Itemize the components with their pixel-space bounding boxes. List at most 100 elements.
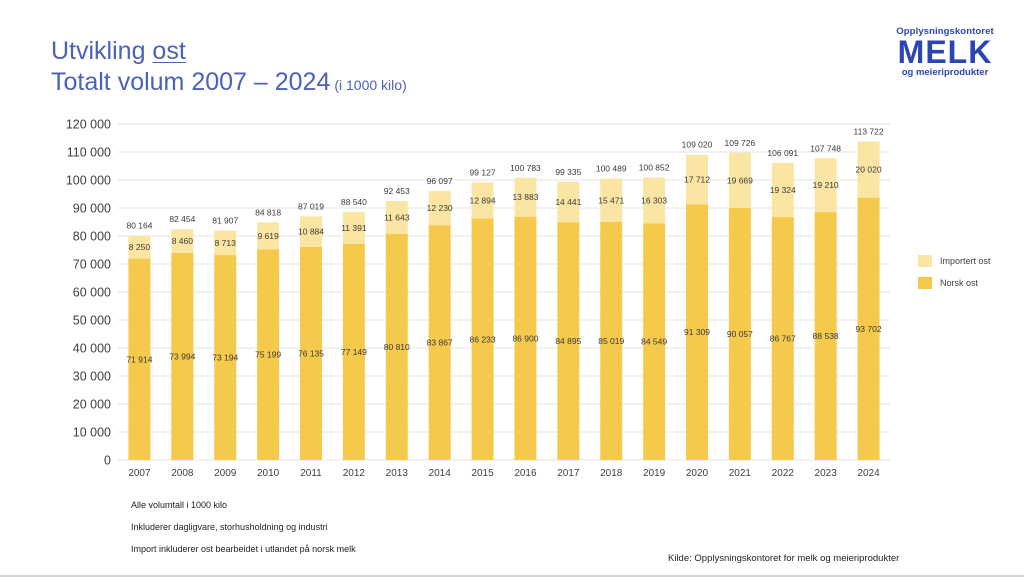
legend-swatch-norsk — [918, 277, 932, 289]
data-label-norsk: 73 194 — [212, 353, 238, 363]
data-label-norsk: 75 199 — [255, 350, 281, 360]
legend-label-importert: Importert ost — [940, 256, 991, 266]
bar-importert-ost — [257, 222, 280, 250]
y-tick-label: 50 000 — [73, 314, 111, 328]
data-label-total: 109 020 — [682, 140, 713, 150]
data-label-total: 107 748 — [810, 143, 841, 153]
logo-top-text: Opplysningskontoret — [896, 26, 994, 37]
data-label-total: 109 726 — [725, 138, 756, 148]
x-tick-label: 2024 — [857, 468, 880, 479]
data-label-norsk: 80 810 — [384, 342, 410, 352]
y-tick-label: 60 000 — [73, 286, 111, 300]
bar-importert-ost — [728, 152, 751, 208]
legend-label-norsk: Norsk ost — [940, 278, 979, 288]
data-label-total: 100 489 — [596, 164, 627, 174]
x-tick-label: 2014 — [429, 468, 452, 479]
footnotes: Alle volumtall i 1000 kilo Inkluderer da… — [131, 494, 356, 560]
footnote-1: Alle volumtall i 1000 kilo — [131, 500, 228, 510]
data-label-importert: 13 883 — [512, 192, 538, 202]
x-tick-label: 2016 — [514, 468, 537, 479]
bar-importert-ost — [643, 177, 666, 224]
bar-norsk-ost — [600, 221, 623, 460]
data-label-importert: 12 894 — [470, 195, 496, 205]
footnote-3: Import inkluderer ost bearbeidet i utlan… — [131, 544, 356, 554]
x-tick-label: 2008 — [171, 468, 194, 479]
data-label-importert: 19 210 — [813, 180, 839, 190]
data-label-total: 99 335 — [555, 167, 581, 177]
data-label-total: 81 907 — [212, 216, 238, 226]
data-label-importert: 9 619 — [257, 231, 279, 241]
data-label-importert: 14 441 — [555, 197, 581, 207]
data-label-total: 96 097 — [427, 176, 453, 186]
bar-importert-ost — [171, 229, 194, 253]
data-label-norsk: 93 702 — [856, 324, 882, 334]
data-label-norsk: 85 019 — [598, 336, 624, 346]
data-label-total: 100 783 — [510, 163, 541, 173]
y-tick-label: 90 000 — [73, 202, 111, 216]
y-tick-label: 120 000 — [66, 118, 111, 132]
bar-importert-ost — [771, 162, 794, 218]
data-label-norsk: 91 309 — [684, 327, 710, 337]
y-tick-label: 20 000 — [73, 398, 111, 412]
bar-importert-ost — [857, 141, 880, 198]
x-tick-label: 2021 — [729, 468, 752, 479]
title-prefix: Utvikling — [51, 37, 153, 65]
data-label-total: 84 818 — [255, 208, 281, 218]
title-line-2: Totalt volum 2007 – 2024 (i 1000 kilo) — [51, 67, 407, 101]
page-title: Utvikling ost Totalt volum 2007 – 2024 (i… — [51, 36, 407, 101]
x-tick-label: 2020 — [686, 468, 709, 479]
bar-importert-ost — [557, 181, 580, 223]
y-tick-label: 40 000 — [73, 342, 111, 356]
data-label-norsk: 84 895 — [555, 336, 581, 346]
x-tick-label: 2007 — [128, 468, 151, 479]
x-tick-label: 2015 — [471, 468, 494, 479]
data-label-total: 100 852 — [639, 163, 670, 173]
bar-norsk-ost — [857, 197, 880, 460]
title-line-1: Utvikling ost — [51, 36, 407, 67]
logo: Opplysningskontoret MELK og meieriproduk… — [889, 26, 1001, 78]
data-label-total: 92 453 — [384, 186, 410, 196]
data-label-importert: 19 324 — [770, 185, 796, 195]
data-label-norsk: 90 057 — [727, 329, 753, 339]
data-label-norsk: 76 135 — [298, 348, 324, 358]
legend-item-importert: Importert ost — [918, 250, 991, 272]
bar-importert-ost — [128, 235, 151, 259]
y-tick-label: 70 000 — [73, 258, 111, 272]
legend-item-norsk: Norsk ost — [918, 272, 991, 294]
bar-norsk-ost — [214, 255, 237, 460]
data-label-importert: 8 713 — [215, 238, 237, 248]
bar-norsk-ost — [171, 252, 194, 460]
bar-norsk-ost — [257, 249, 280, 460]
bar-norsk-ost — [643, 223, 666, 460]
data-label-importert: 12 230 — [427, 203, 453, 213]
data-label-total: 106 091 — [767, 148, 798, 158]
bar-importert-ost — [428, 190, 451, 226]
legend-swatch-importert — [918, 255, 932, 267]
data-label-importert: 20 020 — [856, 165, 882, 175]
data-label-importert: 16 303 — [641, 195, 667, 205]
title-unit: (i 1000 kilo) — [334, 77, 407, 93]
bar-norsk-ost — [686, 204, 708, 460]
x-tick-label: 2011 — [300, 468, 322, 479]
data-label-importert: 8 460 — [172, 236, 194, 246]
bar-norsk-ost — [728, 207, 751, 460]
y-tick-label: 30 000 — [73, 370, 111, 384]
x-tick-label: 2013 — [386, 468, 409, 479]
bar-importert-ost — [214, 230, 237, 256]
bar-norsk-ost — [514, 216, 537, 460]
bar-norsk-ost — [814, 212, 837, 460]
logo-main-text: MELK — [897, 34, 993, 70]
data-label-importert: 11 643 — [384, 212, 410, 222]
chart-legend: Importert ost Norsk ost — [918, 250, 991, 294]
x-tick-label: 2019 — [643, 468, 666, 479]
data-label-norsk: 73 994 — [169, 351, 195, 361]
y-tick-label: 110 000 — [67, 146, 111, 160]
x-tick-label: 2009 — [214, 468, 237, 479]
y-tick-label: 80 000 — [73, 230, 111, 244]
x-tick-label: 2012 — [343, 468, 366, 479]
x-tick-label: 2018 — [600, 468, 623, 479]
data-label-norsk: 71 914 — [126, 354, 152, 364]
data-label-total: 88 540 — [341, 197, 367, 207]
logo-bottom-text: og meieriprodukter — [901, 67, 989, 78]
